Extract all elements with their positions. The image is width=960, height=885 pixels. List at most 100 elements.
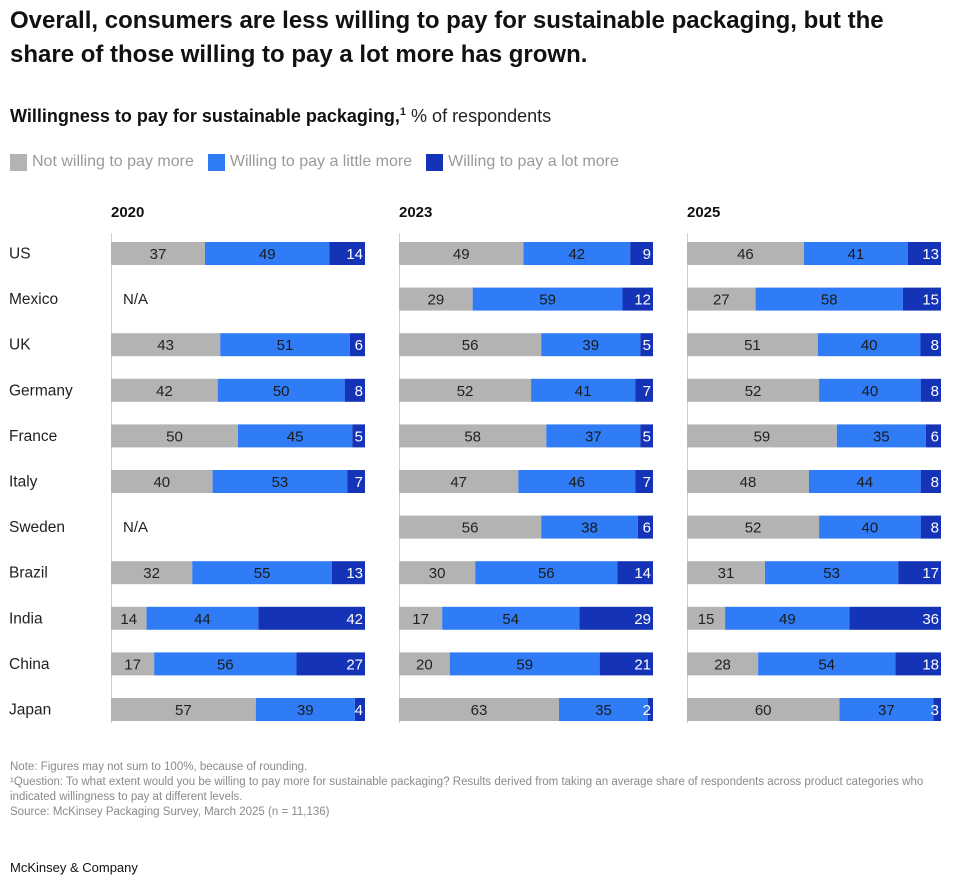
data-label-a-lot-more-uk-2025: 8 — [931, 337, 939, 354]
legend-item-not-willing: Not willing to pay more — [10, 153, 194, 171]
data-label-a-lot-more-japan-2025: 3 — [931, 702, 939, 719]
data-label-a-little-more-uk-2023: 39 — [582, 337, 599, 354]
country-label-france: France — [9, 428, 57, 445]
bar-segment-a-little-more-us-2020 — [204, 242, 330, 265]
bar-segment-a-little-more-france-2020 — [238, 424, 353, 448]
bar-segment-a-lot-more-india-2023 — [579, 606, 653, 630]
bar-segment-a-little-more-brazil-2023 — [475, 561, 618, 585]
data-label-not-willing-us-2023: 49 — [453, 246, 470, 263]
bar-segment-a-little-more-japan-2025 — [839, 698, 934, 721]
bar-segment-a-lot-more-italy-2025 — [920, 470, 941, 493]
data-label-a-little-more-china-2023: 59 — [516, 656, 533, 673]
subtitle-footnote-marker: 1 — [399, 106, 407, 118]
data-label-a-little-more-italy-2025: 44 — [856, 474, 873, 491]
legend-label-a-lot-more: Willing to pay a lot more — [448, 153, 619, 170]
stacked-bar-chart: US Mexico UK Germany France Italy Sweden Brazil… — [9, 204, 941, 723]
bar-segment-not-willing-brazil-2025 — [687, 561, 765, 585]
bar-segment-not-willing-germany-2020 — [111, 378, 218, 402]
bar-segment-a-lot-more-us-2023 — [630, 242, 653, 265]
data-label-a-lot-more-china-2023: 21 — [634, 656, 651, 673]
bar-segment-a-little-more-sweden-2023 — [541, 515, 638, 539]
data-label-a-little-more-france-2023: 37 — [585, 428, 602, 445]
bar-segment-a-lot-more-france-2020 — [352, 424, 365, 448]
data-label-a-little-more-brazil-2023: 56 — [538, 565, 555, 582]
bar-segment-not-willing-india-2020 — [111, 606, 147, 630]
footnotes: Note: Figures may not sum to 100%, becau… — [10, 760, 930, 820]
data-label-a-lot-more-us-2023: 9 — [643, 246, 651, 263]
bar-segment-a-lot-more-uk-2023 — [640, 333, 653, 357]
bar-segment-not-willing-mexico-2023 — [399, 287, 473, 311]
data-label-not-willing-france-2023: 58 — [464, 428, 481, 445]
data-label-not-willing-france-2025: 59 — [754, 428, 771, 445]
bar-segment-not-willing-mexico-2025 — [687, 287, 756, 311]
data-label-not-willing-brazil-2023: 30 — [429, 565, 446, 582]
data-label-a-lot-more-india-2020: 42 — [346, 611, 363, 628]
data-label-not-willing-china-2025: 28 — [714, 656, 731, 673]
data-label-not-willing-uk-2020: 43 — [157, 337, 174, 354]
bar-segment-a-lot-more-brazil-2020 — [331, 561, 365, 585]
bar-segment-a-little-more-brazil-2020 — [192, 561, 332, 585]
bar-segment-a-little-more-france-2025 — [836, 424, 926, 448]
bar-segment-not-willing-china-2020 — [111, 652, 155, 676]
data-label-a-lot-more-sweden-2025: 8 — [931, 520, 939, 537]
data-label-a-little-more-china-2020: 56 — [217, 656, 234, 673]
legend-swatch-a-lot-more — [426, 153, 444, 171]
data-label-a-lot-more-japan-2020: 4 — [355, 702, 363, 719]
data-label-not-willing-india-2025: 15 — [698, 611, 715, 628]
bar-segment-a-lot-more-india-2025 — [849, 606, 941, 630]
data-label-a-little-more-uk-2025: 40 — [861, 337, 878, 354]
data-label-a-little-more-japan-2025: 37 — [878, 702, 895, 719]
note-rounding: Note: Figures may not sum to 100%, becau… — [10, 761, 308, 773]
data-label-not-willing-sweden-2023: 56 — [462, 520, 479, 537]
data-label-not-willing-japan-2023: 63 — [471, 702, 488, 719]
data-label-a-little-more-japan-2020: 39 — [297, 702, 314, 719]
bar-segment-a-lot-more-france-2023 — [640, 424, 653, 448]
data-label-not-willing-italy-2023: 47 — [450, 474, 467, 491]
data-label-a-lot-more-italy-2025: 8 — [931, 474, 939, 491]
country-label-us: US — [9, 246, 31, 263]
data-label-a-lot-more-india-2025: 36 — [922, 611, 939, 628]
bar-segment-a-little-more-italy-2023 — [518, 470, 636, 493]
bar-segment-not-willing-germany-2023 — [399, 378, 532, 402]
bar-segment-a-little-more-germany-2023 — [531, 378, 636, 402]
data-label-a-little-more-uk-2020: 51 — [277, 337, 294, 354]
panel-year-2020: 2020 — [111, 204, 144, 221]
data-label-not-willing-india-2020: 14 — [120, 611, 137, 628]
na-label-sweden-2020: N/A — [123, 519, 148, 536]
data-label-a-lot-more-germany-2023: 7 — [643, 383, 651, 400]
data-label-a-lot-more-china-2025: 18 — [922, 656, 939, 673]
bar-segment-not-willing-uk-2020 — [111, 333, 221, 357]
bar-segment-a-lot-more-us-2025 — [907, 242, 941, 265]
bar-segment-a-little-more-us-2023 — [523, 242, 631, 265]
data-label-a-little-more-germany-2025: 40 — [862, 383, 879, 400]
data-label-a-lot-more-mexico-2025: 15 — [922, 292, 939, 309]
country-label-italy: Italy — [9, 474, 38, 491]
data-label-not-willing-brazil-2020: 32 — [143, 565, 160, 582]
bar-segment-a-lot-more-uk-2020 — [349, 333, 365, 357]
bar-segment-not-willing-japan-2025 — [687, 698, 840, 721]
bar-segment-not-willing-italy-2025 — [687, 470, 809, 493]
bar-segment-not-willing-japan-2023 — [399, 698, 560, 721]
bar-segment-a-little-more-china-2023 — [449, 652, 600, 676]
data-label-not-willing-india-2023: 17 — [412, 611, 429, 628]
bar-segment-a-little-more-india-2020 — [146, 606, 259, 630]
bar-segment-a-lot-more-uk-2025 — [920, 333, 941, 357]
bar-segment-not-willing-italy-2023 — [399, 470, 519, 493]
data-label-not-willing-germany-2020: 42 — [156, 383, 173, 400]
subtitle-units: % of respondents — [406, 106, 552, 126]
country-label-japan: Japan — [9, 702, 51, 719]
data-label-not-willing-germany-2023: 52 — [457, 383, 474, 400]
subtitle-bold: Willingness to pay for sustainable packa… — [10, 106, 400, 126]
bar-segment-not-willing-italy-2020 — [111, 470, 213, 493]
data-label-a-little-more-us-2023: 42 — [568, 246, 585, 263]
bar-segment-a-lot-more-china-2020 — [296, 652, 365, 676]
country-label-china: China — [9, 656, 50, 673]
data-label-not-willing-mexico-2025: 27 — [713, 292, 730, 309]
chart-subtitle: Willingness to pay for sustainable packa… — [10, 106, 551, 127]
bar-segment-a-little-more-india-2023 — [442, 606, 580, 630]
bar-segment-not-willing-india-2023 — [399, 606, 443, 630]
country-label-sweden: Sweden — [9, 519, 65, 536]
data-label-not-willing-italy-2020: 40 — [153, 474, 170, 491]
bar-segment-a-lot-more-italy-2023 — [635, 470, 653, 493]
legend-label-a-little-more: Willing to pay a little more — [229, 153, 413, 170]
